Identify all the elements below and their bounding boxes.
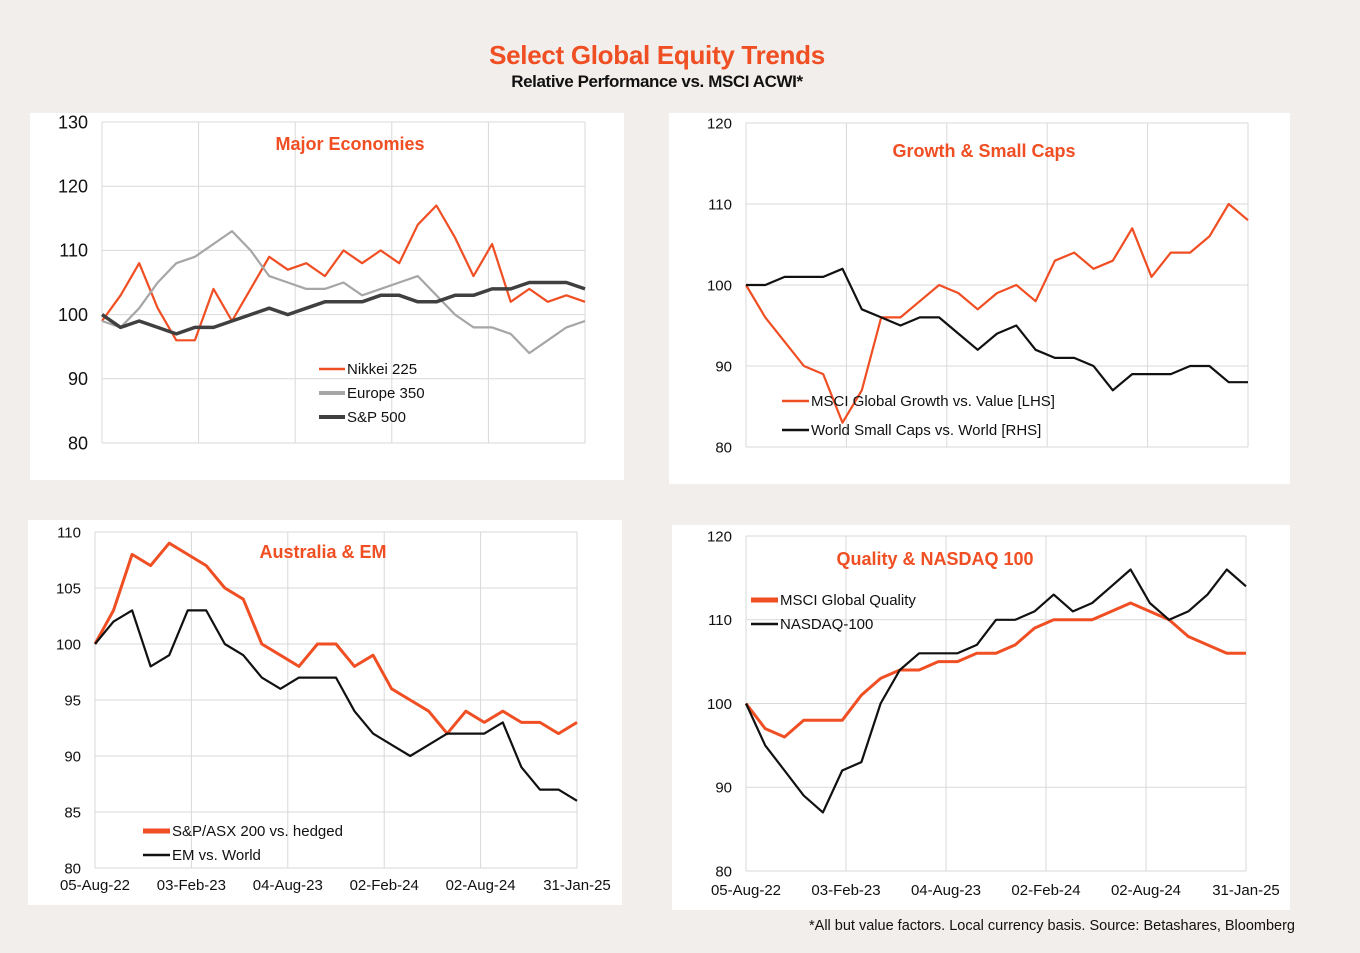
series-line — [745, 202, 1249, 424]
x-tick-label: 03-Feb-23 — [811, 882, 880, 899]
x-tick-label: 02-Feb-24 — [350, 877, 419, 894]
x-tick-label: 04-Aug-23 — [911, 882, 981, 899]
y-tick-label: 110 — [59, 241, 88, 261]
series-line — [94, 609, 578, 802]
x-tick-label: 02-Aug-24 — [1111, 882, 1181, 899]
chart-major-economies: 80 90 100 110 120 130 Major Economies Nikkei 22… — [58, 112, 586, 453]
y-tick-label: 80 — [64, 860, 81, 877]
y-tick-label: 90 — [715, 358, 732, 375]
x-tick-label: 02-Aug-24 — [446, 877, 516, 894]
chart-title: Quality & NASDAQ 100 — [836, 549, 1033, 569]
series-line — [101, 204, 586, 342]
chart-panel-major-economies: 80 90 100 110 120 130 Major Economies Nikkei 22… — [30, 112, 624, 480]
legend-label: MSCI Global Growth vs. Value [LHS] — [811, 393, 1055, 410]
y-tick-label: 100 — [707, 277, 732, 294]
x-tick-label: 03-Feb-23 — [157, 877, 226, 894]
y-tick-label: 120 — [707, 528, 732, 545]
legend-label: Nikkei 225 — [347, 361, 417, 378]
y-tick-label: 90 — [64, 748, 81, 765]
legend-label: MSCI Global Quality — [780, 592, 916, 609]
x-tick-label: 05-Aug-22 — [60, 877, 130, 894]
y-tick-label: 100 — [707, 696, 732, 713]
series-line — [744, 601, 1246, 739]
x-tick-label: 31-Jan-25 — [543, 877, 611, 894]
page-title: Select Global Equity Trends — [489, 40, 825, 70]
x-tick-label: 02-Feb-24 — [1011, 882, 1080, 899]
y-tick-label: 95 — [64, 692, 81, 709]
y-tick-label: 130 — [58, 112, 88, 132]
series-line — [93, 541, 578, 736]
chart-title: Major Economies — [275, 134, 424, 154]
series-line — [744, 568, 1247, 814]
chart-australia-em: 80 85 90 95 100 105 110 05-Aug-22 03-Feb-23 04-Au… — [56, 524, 611, 894]
footnote: *All but value factors. Local currency b… — [809, 918, 1295, 934]
chart-panel-quality-nasdaq: 80 90 100 110 120 05-Aug-22 03-Feb-23 04-Aug-23… — [672, 525, 1290, 910]
series-line — [746, 267, 1248, 392]
x-tick-label: 31-Jan-25 — [1212, 882, 1280, 899]
y-tick-label: 110 — [708, 196, 732, 213]
y-tick-label: 80 — [68, 433, 88, 453]
chart-panel-australia-em: 80 85 90 95 100 105 110 05-Aug-22 03-Feb-23 04-Au… — [28, 520, 622, 905]
series-line — [101, 229, 586, 355]
y-tick-label: 120 — [707, 115, 732, 132]
x-tick-label: 05-Aug-22 — [711, 882, 781, 899]
page-subtitle: Relative Performance vs. MSCI ACWI* — [511, 72, 803, 91]
y-tick-label: 90 — [68, 369, 88, 389]
chart-title: Australia & EM — [259, 542, 386, 562]
legend-label: NASDAQ-100 — [780, 616, 873, 633]
y-tick-label: 80 — [715, 439, 732, 456]
x-tick-label: 04-Aug-23 — [253, 877, 323, 894]
chart-title: Growth & Small Caps — [892, 141, 1075, 161]
legend-label: S&P/ASX 200 vs. hedged — [172, 823, 343, 840]
y-tick-label: 110 — [708, 612, 732, 629]
y-tick-label: 80 — [715, 863, 732, 880]
chart-panel-growth-small-caps: 80 90 100 110 120 Growth & Small Caps MSCI Glo… — [669, 113, 1290, 484]
y-tick-label: 85 — [64, 804, 81, 821]
chart-quality-nasdaq: 80 90 100 110 120 05-Aug-22 03-Feb-23 04-Aug-23… — [707, 528, 1280, 899]
legend-label: EM vs. World — [172, 847, 261, 864]
y-tick-label: 110 — [57, 524, 81, 541]
legend-label: Europe 350 — [347, 385, 425, 402]
y-tick-label: 90 — [715, 780, 732, 797]
chart-growth-small-caps: 80 90 100 110 120 Growth & Small Caps MSCI Glo… — [707, 115, 1249, 456]
legend-label: S&P 500 — [347, 409, 406, 426]
y-tick-label: 120 — [58, 177, 88, 197]
series-line — [101, 280, 586, 336]
legend-label: World Small Caps vs. World [RHS] — [811, 422, 1041, 439]
y-tick-label: 105 — [56, 580, 81, 597]
y-tick-label: 100 — [58, 305, 88, 325]
y-tick-label: 100 — [56, 636, 81, 653]
